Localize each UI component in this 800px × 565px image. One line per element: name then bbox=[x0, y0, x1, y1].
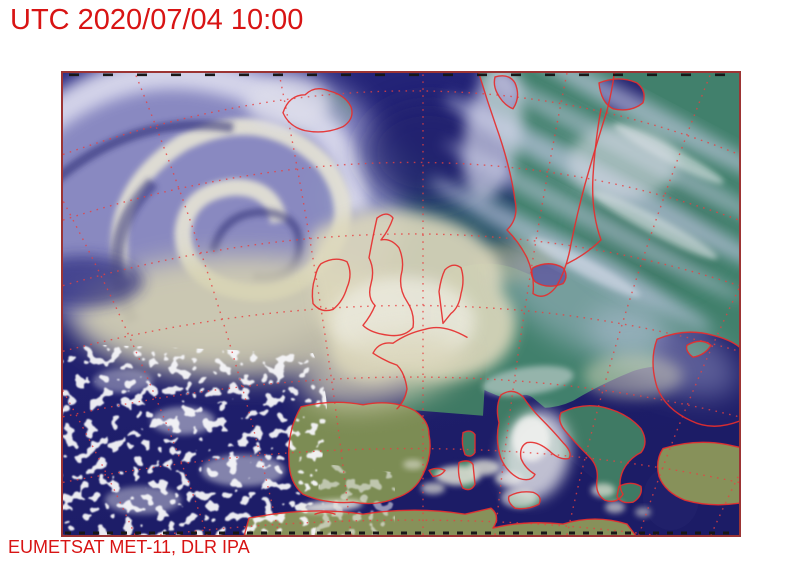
gibraltar-coastline bbox=[314, 511, 336, 515]
graticule-overlay bbox=[63, 73, 739, 535]
scan-edge-marks bbox=[65, 73, 737, 535]
cumulus-field bbox=[63, 343, 395, 535]
coastline-overlay bbox=[242, 73, 739, 535]
satellite-image bbox=[63, 73, 739, 535]
baltic-coastline bbox=[566, 108, 602, 265]
france-coastline bbox=[372, 326, 468, 410]
credit-label: EUMETSAT MET-11, DLR IPA bbox=[8, 537, 250, 557]
satellite-image-frame bbox=[61, 71, 741, 537]
timestamp-label: UTC 2020/07/04 10:00 bbox=[10, 4, 304, 36]
clear-ocean-gap bbox=[362, 100, 494, 205]
